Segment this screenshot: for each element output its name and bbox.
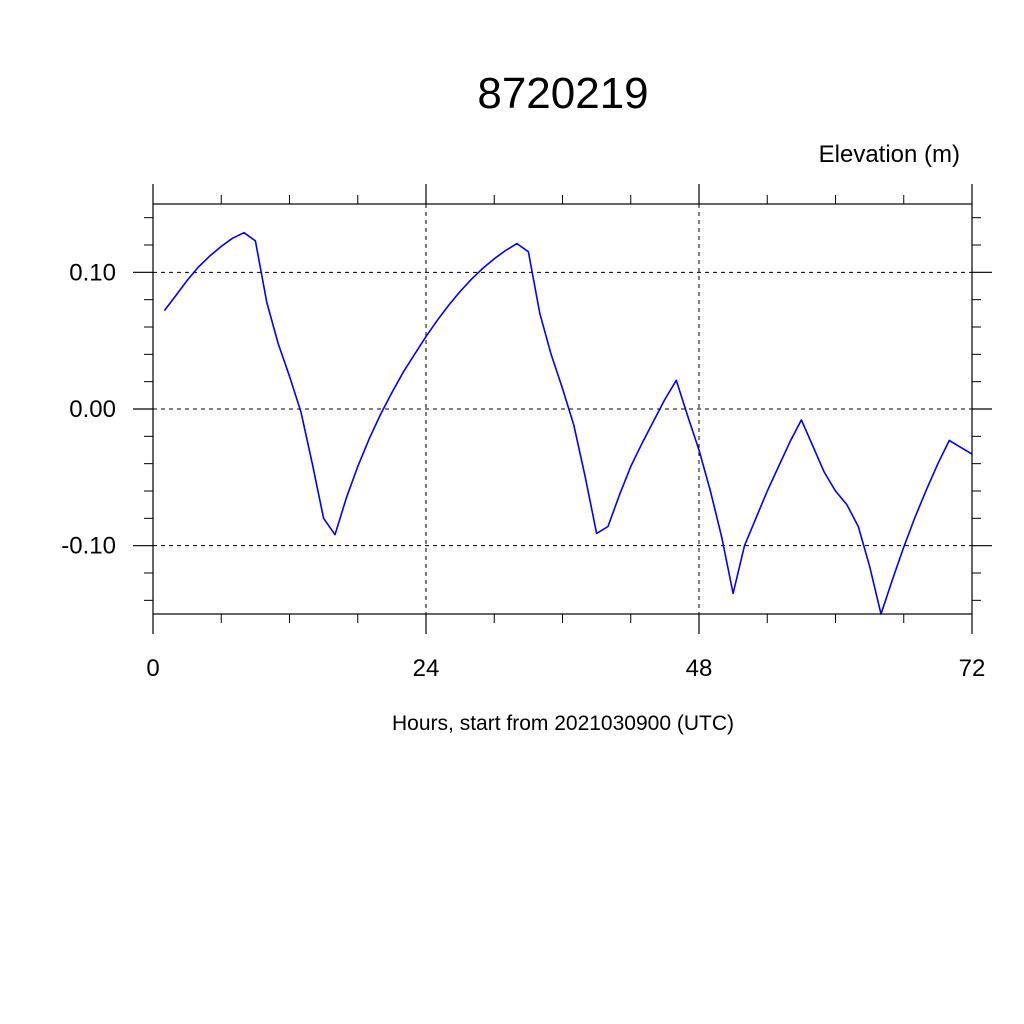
y-tick-label: -0.10 bbox=[61, 533, 116, 560]
x-tick-label: 24 bbox=[413, 655, 440, 682]
grid-lines bbox=[153, 204, 972, 614]
x-tick-label: 48 bbox=[686, 655, 713, 682]
y-axis-label: Elevation (m) bbox=[819, 141, 960, 168]
series-layer bbox=[163, 231, 973, 615]
y-tick-label: 0.10 bbox=[69, 259, 116, 286]
x-axis-label: Hours, start from 2021030900 (UTC) bbox=[392, 712, 734, 735]
chart-title: 8720219 bbox=[477, 69, 648, 118]
x-tick-label: 72 bbox=[959, 655, 986, 682]
y-axis-ticks: -0.10 0.00 0.10 bbox=[61, 217, 992, 601]
series-line bbox=[163, 231, 973, 615]
x-tick-label: 0 bbox=[146, 655, 159, 682]
x-axis-ticks: 0 24 48 72 bbox=[146, 184, 985, 682]
y-tick-label: 0.00 bbox=[69, 396, 116, 423]
